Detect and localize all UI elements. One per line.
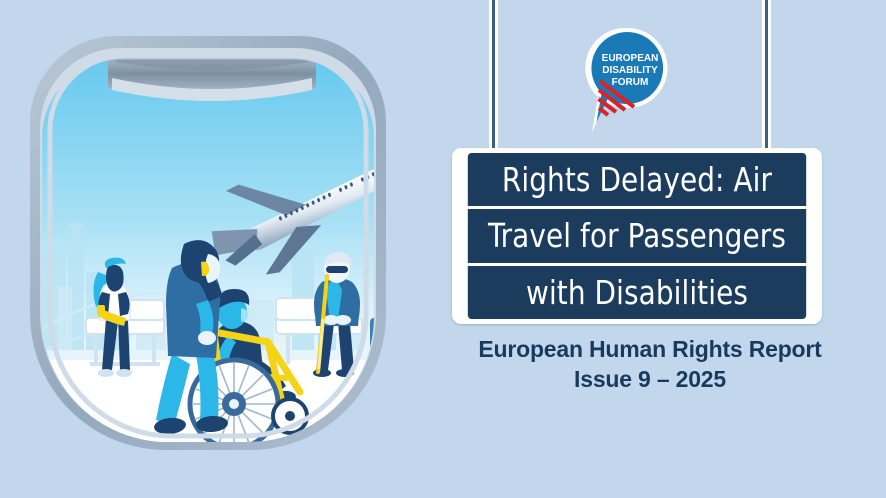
seated-man-with-white-cane: [313, 252, 360, 377]
airplane-window-illustration: [0, 0, 440, 498]
right-hanging-rod: [762, 0, 771, 152]
sign-title-line-3: with Disabilities: [467, 265, 807, 319]
airplane-taking-off: [211, 166, 374, 275]
airport-sign: Rights Delayed: Air Travel for Passenger…: [452, 148, 822, 324]
right-panel: EUROPEAN DISABILITY FORUM Rights Delayed…: [440, 0, 886, 498]
logo-bubble: [591, 31, 664, 123]
subtitle-line-1: European Human Rights Report: [478, 336, 822, 362]
attendant-pushing-wheelchair: [154, 240, 228, 435]
logo-red-stripes: [597, 79, 636, 117]
edf-logo[interactable]: EUROPEAN DISABILITY FORUM: [577, 24, 677, 136]
subtitle-line-2: Issue 9 – 2025: [574, 366, 726, 392]
seated-woman-with-yellow-bag: [93, 257, 132, 377]
wheelchair-user-group: [187, 288, 309, 442]
svg-text:DISABILITY: DISABILITY: [602, 65, 658, 76]
logo-text: EUROPEAN DISABILITY FORUM: [602, 53, 659, 88]
svg-text:EUROPEAN: EUROPEAN: [602, 53, 659, 64]
svg-text:FORUM: FORUM: [612, 77, 649, 88]
left-hanging-rod: [489, 0, 498, 152]
sign-title-line-2: Travel for Passengers: [467, 209, 807, 263]
airport-sign-inner: Rights Delayed: Air Travel for Passenger…: [457, 153, 817, 319]
window-glass: [42, 60, 374, 442]
sign-title-line-1: Rights Delayed: Air: [467, 153, 807, 207]
window-inner-edge: [47, 53, 369, 439]
report-subtitle: European Human Rights Report Issue 9 – 2…: [440, 334, 860, 394]
sunglasses: [326, 266, 348, 273]
window-shade: [108, 60, 316, 101]
